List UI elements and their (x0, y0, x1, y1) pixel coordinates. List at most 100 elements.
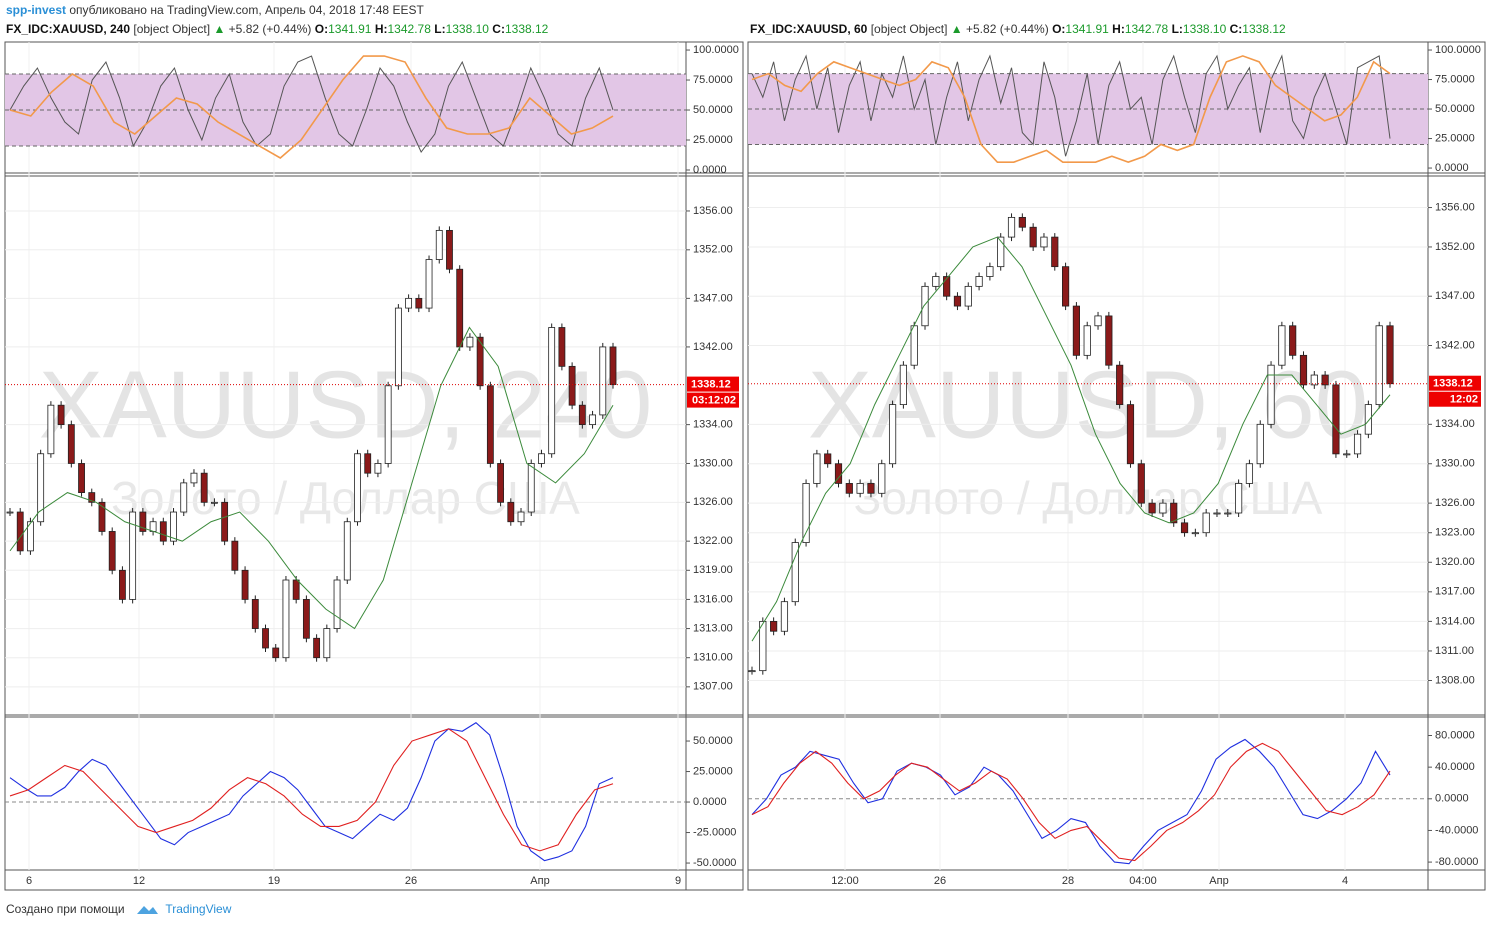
candle (149, 521, 157, 532)
footer-brand[interactable]: TradingView (165, 902, 232, 916)
x-tick-label: 9 (675, 875, 681, 887)
author[interactable]: spp-invest (6, 3, 67, 17)
candle (770, 620, 778, 632)
ohlc-label: O: (1052, 22, 1066, 36)
y-tick-label: 50.0000 (693, 735, 733, 747)
candle (1213, 512, 1221, 515)
candle (507, 501, 515, 523)
candle (1245, 463, 1254, 484)
candle (1040, 236, 1048, 248)
candle (1094, 315, 1102, 327)
candle (558, 327, 566, 367)
candle (27, 521, 34, 552)
ohlc-label: O: (314, 22, 329, 36)
candle (964, 285, 972, 307)
last-price: [object Object] (870, 22, 948, 36)
candle (1299, 354, 1308, 386)
panel-frame (4, 41, 744, 891)
candle (1137, 463, 1145, 504)
x-tick-label: 6 (26, 875, 32, 887)
x-tick-label: 12:00 (831, 875, 859, 887)
last-price-box (687, 376, 739, 392)
y-tick-label: 1330.00 (693, 457, 733, 469)
candle (108, 531, 116, 571)
candle (139, 511, 147, 532)
candle (1191, 532, 1199, 535)
candle (953, 295, 962, 307)
y-tick-label: 1308.00 (1435, 674, 1475, 686)
candle (394, 307, 402, 387)
x-tick-label: 26 (934, 875, 946, 887)
candle (221, 501, 229, 542)
candle (802, 483, 810, 543)
y-tick-label: 1330.00 (1435, 458, 1475, 470)
y-tick-label: 50.0000 (693, 104, 733, 116)
candle (1364, 404, 1372, 435)
symbol: FX_IDC:XAUUSD, 60 (750, 22, 868, 36)
candle (997, 236, 1005, 268)
candle (67, 424, 75, 464)
candle (456, 268, 464, 348)
candle (1289, 325, 1297, 356)
candle (1007, 216, 1016, 238)
timer-box (687, 392, 739, 408)
candle (1072, 305, 1080, 356)
candle (78, 463, 85, 494)
y-tick-label: 1334.00 (693, 419, 733, 431)
x-tick-label: 26 (405, 875, 417, 887)
y-tick-label: 1334.00 (1435, 418, 1475, 430)
y-tick-label: 1320.00 (1435, 556, 1475, 568)
candle (1116, 364, 1124, 406)
y-tick-label: 25.0000 (1435, 132, 1475, 144)
candle (6, 511, 14, 514)
candle (262, 628, 269, 649)
y-tick-label: 1307.00 (693, 681, 733, 693)
candle (47, 404, 55, 455)
candle (98, 501, 106, 532)
candle (548, 327, 556, 455)
y-tick-label: 1311.00 (1435, 645, 1474, 657)
candle (609, 346, 617, 386)
y-tick-label: 100.0000 (693, 44, 739, 56)
candle (251, 599, 259, 629)
candle (333, 579, 341, 629)
y-tick-label: 1323.00 (1435, 527, 1475, 539)
ohlc-label: C: (1229, 22, 1243, 36)
publish-text: опубликовано на TradingView.com, Апрель … (69, 3, 424, 17)
y-tick-label: 1326.00 (693, 496, 733, 508)
symbol-line: FX_IDC:XAUUSD, 240 [object Object] ▲ +5.… (6, 22, 548, 36)
y-tick-label: 1317.00 (1435, 586, 1475, 598)
candle (354, 453, 361, 523)
arrow: ▲ (213, 22, 226, 36)
y-tick-label: -25.0000 (693, 826, 736, 838)
y-tick-label: 1326.00 (1435, 497, 1475, 509)
candle (88, 492, 96, 503)
candle (1170, 502, 1178, 524)
candle (888, 404, 897, 465)
candle (446, 229, 453, 270)
last-price-label: 1338.12 (1433, 378, 1473, 390)
candle (1278, 325, 1286, 366)
candle (1332, 384, 1340, 455)
change: +5.82 (+0.44%) (228, 22, 312, 36)
x-tick-label: 12 (133, 875, 145, 887)
candle (1018, 216, 1026, 228)
candle (517, 511, 525, 523)
moving-average (751, 236, 1391, 642)
watermark: XAUUSD, 240 (39, 351, 653, 458)
symbol-line: FX_IDC:XAUUSD, 60 [object Object] ▲ +5.8… (750, 22, 1286, 36)
ohlc-value: 1338.12 (504, 22, 549, 36)
y-tick-label: 1356.00 (1435, 201, 1475, 213)
candle (1321, 374, 1329, 386)
candle (241, 569, 249, 600)
candle (497, 463, 504, 503)
x-tick-label: 4 (1342, 875, 1348, 887)
y-tick-label: -50.0000 (693, 857, 736, 869)
candle (921, 285, 929, 327)
candle (435, 229, 443, 260)
candle (1256, 423, 1264, 465)
candle (231, 540, 239, 571)
y-tick-label: 0.0000 (693, 796, 727, 808)
logo (136, 906, 158, 914)
